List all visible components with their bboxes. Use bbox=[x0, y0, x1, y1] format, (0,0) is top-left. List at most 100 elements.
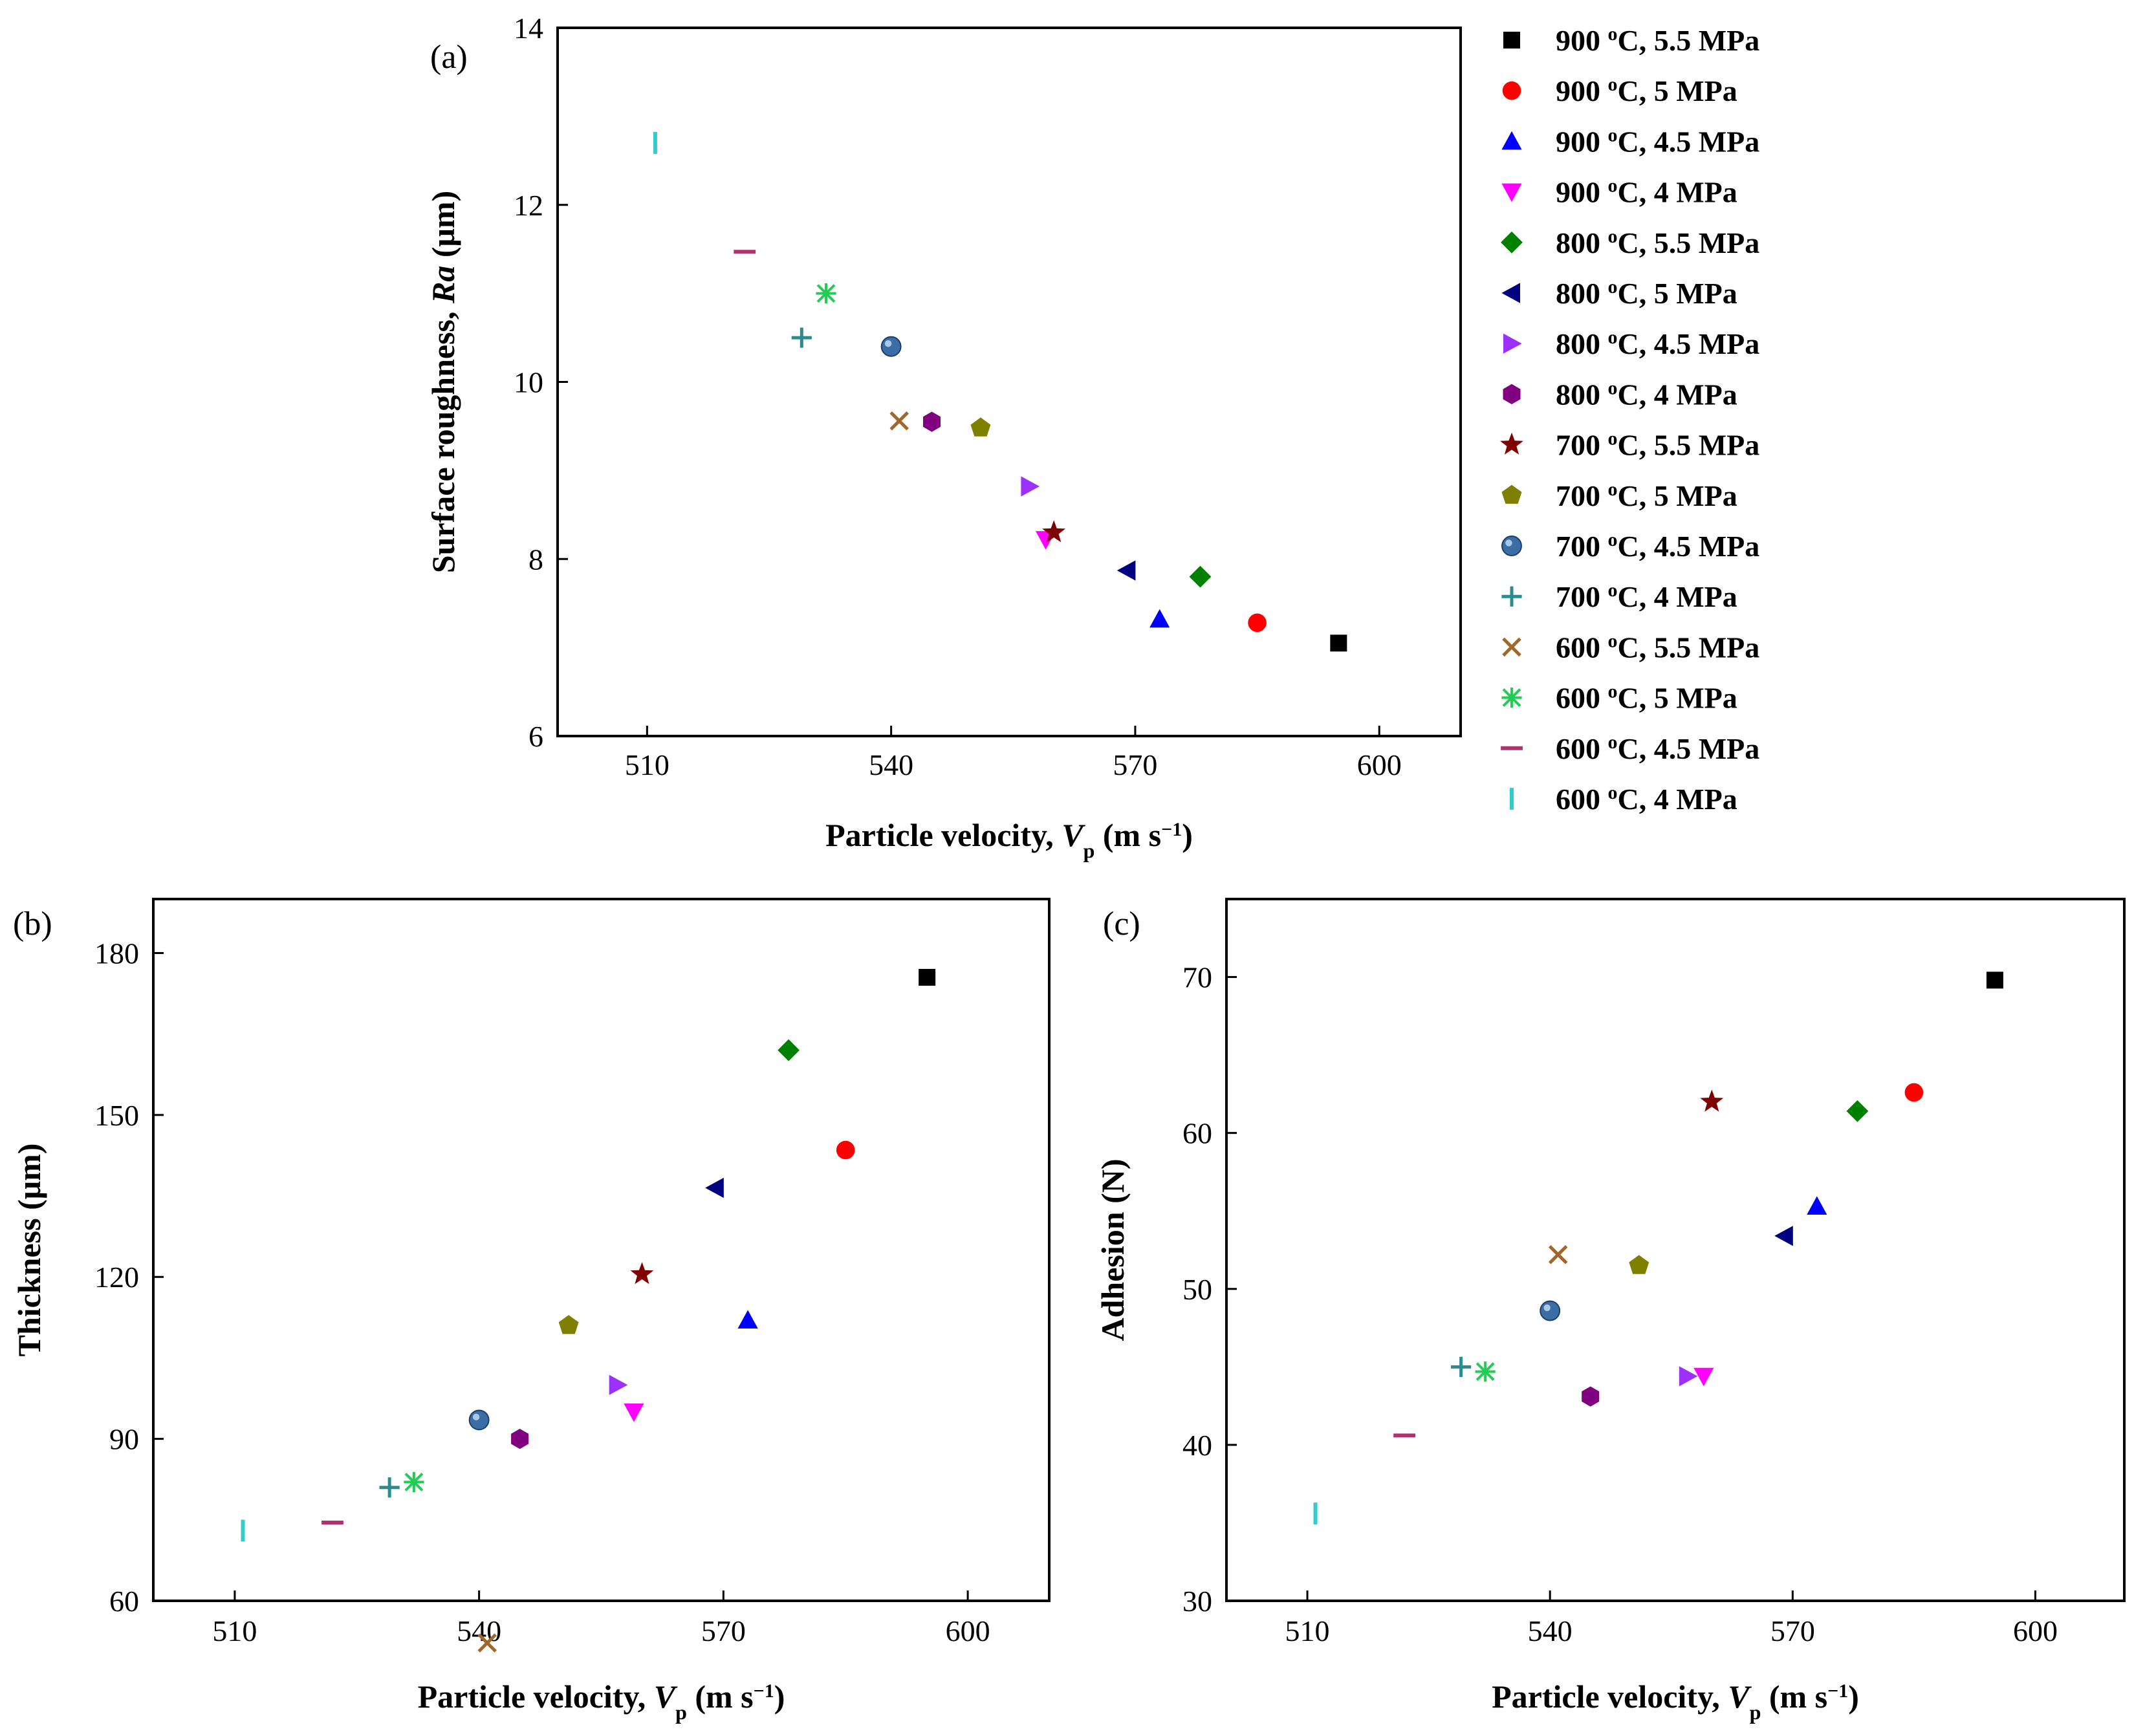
y-axis-label: Thickness (μm) bbox=[11, 1144, 47, 1357]
x-tick-label: 600 bbox=[1357, 748, 1402, 781]
data-point bbox=[737, 1310, 758, 1329]
data-point bbox=[705, 1177, 724, 1199]
y-axis-label: Adhesion (N) bbox=[1094, 1159, 1131, 1341]
y-tick-label: 6 bbox=[528, 720, 543, 753]
legend-entry: 700 oC, 4.5 MPa bbox=[1556, 529, 1759, 563]
y-tick-label: 8 bbox=[528, 543, 543, 576]
y-tick-label: 120 bbox=[94, 1261, 139, 1294]
legend-entry: 900 oC, 5.5 MPa bbox=[1556, 23, 1759, 58]
legend-entry: 800 oC, 5 MPa bbox=[1556, 276, 1737, 310]
legend-marker bbox=[1503, 32, 1520, 49]
data-point bbox=[379, 1477, 400, 1498]
legend-entry: 600 oC, 4.5 MPa bbox=[1556, 731, 1759, 765]
data-point bbox=[404, 1471, 424, 1492]
data-point bbox=[1846, 1100, 1869, 1122]
legend-marker bbox=[1503, 333, 1522, 354]
data-point bbox=[1189, 565, 1212, 588]
data-point bbox=[889, 411, 909, 431]
data-point bbox=[1629, 1255, 1649, 1274]
y-tick-label: 12 bbox=[514, 189, 543, 222]
panel-label: (a) bbox=[430, 39, 468, 76]
x-axis-label: Particle velocity, Vp (m s−1) bbox=[418, 1678, 785, 1724]
data-point bbox=[609, 1374, 628, 1395]
data-point bbox=[1451, 1356, 1472, 1377]
data-point bbox=[1548, 1244, 1568, 1264]
legend-marker bbox=[1501, 536, 1522, 556]
panel-label: (c) bbox=[1103, 906, 1140, 942]
data-point bbox=[624, 1403, 644, 1422]
data-point bbox=[1540, 1300, 1561, 1321]
x-tick-label: 600 bbox=[946, 1614, 990, 1647]
x-tick-label: 540 bbox=[457, 1614, 501, 1647]
y-tick-label: 40 bbox=[1182, 1429, 1212, 1462]
data-point bbox=[1116, 560, 1136, 581]
legend-entry: 800 oC, 4.5 MPa bbox=[1556, 327, 1759, 361]
data-point bbox=[1904, 1083, 1924, 1102]
panel-a-surface-roughness: 510 540 570 600 6 8 10 12 14 (a) Particle velocity… bbox=[425, 12, 1462, 862]
y-tick-label: 50 bbox=[1182, 1273, 1212, 1306]
data-point bbox=[1330, 635, 1347, 652]
x-tick-label: 510 bbox=[1285, 1614, 1330, 1647]
x-tick-label: 570 bbox=[1113, 748, 1157, 781]
legend-entry: 900 oC, 4 MPa bbox=[1556, 175, 1737, 209]
x-tick-label: 540 bbox=[869, 748, 913, 781]
data-point bbox=[1248, 613, 1267, 633]
legend-marker bbox=[1503, 384, 1521, 404]
x-tick-label: 570 bbox=[1770, 1614, 1815, 1647]
legend-entry: 900 oC, 5 MPa bbox=[1556, 74, 1737, 108]
data-point bbox=[919, 969, 936, 986]
legend-entry: 900 oC, 4.5 MPa bbox=[1556, 124, 1759, 158]
plot-frame bbox=[152, 898, 1051, 1602]
data-point bbox=[468, 1409, 490, 1431]
data-point bbox=[477, 1633, 497, 1653]
plot-frame bbox=[556, 27, 1462, 737]
legend-entry: 700 oC, 4 MPa bbox=[1556, 580, 1737, 614]
data-point bbox=[1693, 1367, 1714, 1387]
legend-marker bbox=[1501, 231, 1523, 254]
x-tick-label: 600 bbox=[2013, 1614, 2058, 1647]
legend-marker bbox=[1501, 183, 1522, 202]
legend-marker bbox=[1501, 283, 1520, 303]
data-point bbox=[923, 411, 941, 432]
legend-marker bbox=[1502, 637, 1521, 657]
data-point bbox=[778, 1039, 800, 1061]
y-tick-label: 14 bbox=[514, 12, 543, 45]
data-point bbox=[1475, 1361, 1496, 1382]
legend: 900 oC, 5.5 MPa 900 oC, 5 MPa 900 oC, 4.5 … bbox=[1500, 23, 1759, 816]
panel-b-thickness: 510 540 570 600 60 90 120 150 180 (b) Particle vel… bbox=[11, 898, 1051, 1724]
legend-entry: 800 oC, 5.5 MPa bbox=[1556, 225, 1759, 259]
y-tick-label: 70 bbox=[1182, 961, 1212, 994]
y-tick-label: 30 bbox=[1182, 1585, 1212, 1618]
data-point bbox=[970, 417, 991, 437]
data-point bbox=[1582, 1386, 1600, 1407]
legend-marker bbox=[1501, 586, 1522, 607]
legend-marker bbox=[1501, 131, 1522, 150]
y-tick-label: 180 bbox=[94, 937, 139, 970]
data-point bbox=[791, 327, 812, 348]
data-point bbox=[511, 1429, 529, 1449]
data-point bbox=[1021, 476, 1040, 497]
data-point bbox=[816, 283, 836, 304]
y-tick-label: 60 bbox=[109, 1585, 139, 1618]
y-tick-label: 60 bbox=[1182, 1117, 1212, 1150]
x-axis-label: Particle velocity, Vp (m s−1) bbox=[1492, 1678, 1859, 1724]
legend-entry: 600 oC, 4 MPa bbox=[1556, 782, 1737, 816]
data-point bbox=[1042, 520, 1066, 543]
legend-marker bbox=[1502, 81, 1521, 100]
legend-entry: 800 oC, 4 MPa bbox=[1556, 377, 1737, 411]
data-point bbox=[1149, 609, 1170, 628]
legend-marker bbox=[1501, 484, 1522, 504]
x-tick-label: 510 bbox=[625, 748, 670, 781]
x-tick-label: 540 bbox=[1528, 1614, 1573, 1647]
legend-marker bbox=[1501, 688, 1522, 708]
data-point bbox=[1774, 1226, 1793, 1246]
legend-marker bbox=[1500, 432, 1523, 455]
x-axis-label: Particle velocity, Vp (m s−1) bbox=[825, 817, 1193, 862]
y-tick-label: 10 bbox=[514, 366, 543, 399]
data-point bbox=[1700, 1089, 1724, 1112]
legend-entry: 600 oC, 5 MPa bbox=[1556, 680, 1737, 715]
legend-entry: 700 oC, 5.5 MPa bbox=[1556, 428, 1759, 462]
data-point bbox=[880, 336, 902, 357]
data-point bbox=[1679, 1366, 1698, 1387]
